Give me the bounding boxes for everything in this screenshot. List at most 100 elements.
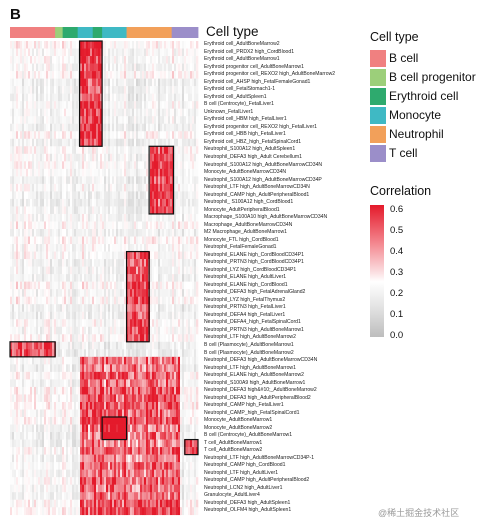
- heatmap-cell: [170, 326, 173, 335]
- heatmap-cell: [60, 394, 63, 403]
- heatmap-cell: [20, 71, 23, 79]
- heatmap-cell: [146, 168, 149, 177]
- heatmap-cell: [140, 289, 143, 297]
- heatmap-cell: [76, 236, 79, 245]
- heatmap-cell: [22, 108, 25, 117]
- heatmap-cell: [110, 326, 113, 335]
- heatmap-cell: [120, 371, 123, 380]
- heatmap-cell: [162, 56, 165, 64]
- heatmap-cell: [196, 191, 199, 200]
- heatmap-cell: [10, 266, 13, 275]
- heatmap-cell: [84, 213, 87, 222]
- heatmap-cell: [48, 379, 51, 388]
- heatmap-cell: [58, 319, 61, 328]
- heatmap-cell: [194, 266, 197, 275]
- heatmap-cell: [76, 289, 79, 297]
- heatmap-cell: [156, 311, 159, 320]
- heatmap-cell: [120, 41, 123, 49]
- heatmap-cell: [58, 56, 61, 64]
- heatmap-cell: [132, 161, 135, 170]
- heatmap-cell: [98, 334, 101, 343]
- heatmap-cell: [62, 93, 65, 102]
- heatmap-cell: [170, 123, 173, 132]
- heatmap-cell: [100, 259, 103, 267]
- heatmap-cell: [88, 244, 91, 252]
- heatmap-cell: [44, 244, 47, 252]
- heatmap-cell: [182, 146, 185, 155]
- heatmap-cell: [60, 296, 63, 305]
- heatmap-cell: [120, 153, 123, 162]
- heatmap-cell: [44, 364, 47, 373]
- heatmap-cell: [72, 71, 75, 79]
- heatmap-cell: [126, 116, 129, 125]
- heatmap-cell: [98, 394, 101, 403]
- heatmap-cell: [80, 48, 83, 57]
- heatmap-cell: [130, 168, 133, 177]
- heatmap-cell: [12, 131, 15, 140]
- heatmap-cell: [196, 417, 199, 425]
- heatmap-cell: [74, 341, 77, 350]
- heatmap-cell: [144, 334, 147, 343]
- heatmap-cell: [196, 161, 199, 170]
- heatmap-cell: [20, 417, 23, 425]
- heatmap-cell: [138, 78, 141, 87]
- heatmap-cell: [90, 108, 93, 117]
- heatmap-cell: [124, 138, 127, 147]
- heatmap-cell: [102, 326, 105, 335]
- heatmap-cell: [90, 371, 93, 380]
- heatmap-cell: [124, 432, 127, 440]
- heatmap-cell: [166, 266, 169, 275]
- heatmap-cell: [72, 86, 75, 94]
- heatmap-cell: [42, 281, 45, 290]
- heatmap-cell: [128, 131, 131, 140]
- heatmap-cell: [34, 48, 37, 57]
- heatmap-cell: [164, 206, 167, 215]
- heatmap-cell: [126, 221, 129, 230]
- heatmap-cell: [28, 71, 31, 79]
- heatmap-cell: [146, 161, 149, 170]
- heatmap-cell: [60, 191, 63, 200]
- heatmap-cell: [138, 251, 141, 260]
- heatmap-cell: [140, 63, 143, 72]
- heatmap-cell: [56, 417, 59, 425]
- heatmap-cell: [54, 424, 57, 433]
- heatmap-cell: [114, 229, 117, 237]
- heatmap-cell: [190, 123, 193, 132]
- heatmap-cell: [32, 63, 35, 72]
- heatmap-cell: [18, 183, 21, 192]
- heatmap-cell: [128, 259, 131, 267]
- heatmap-cell: [166, 153, 169, 162]
- heatmap-cell: [130, 86, 133, 94]
- heatmap-cell: [44, 138, 47, 147]
- heatmap-cell: [132, 191, 135, 200]
- heatmap-cell: [110, 123, 113, 132]
- heatmap-cell: [144, 116, 147, 125]
- heatmap-cell: [56, 78, 59, 87]
- heatmap-cell: [88, 386, 91, 395]
- heatmap-cell: [102, 304, 105, 313]
- heatmap-cell: [170, 138, 173, 147]
- heatmap-cell: [160, 206, 163, 215]
- heatmap-cell: [34, 334, 37, 343]
- heatmap-cell: [176, 356, 179, 365]
- heatmap-cell: [176, 191, 179, 200]
- heatmap-cell: [178, 334, 181, 343]
- heatmap-cell: [90, 71, 93, 79]
- heatmap-cell: [62, 71, 65, 79]
- heatmap-cell: [110, 168, 113, 177]
- heatmap-cell: [84, 251, 87, 260]
- heatmap-cell: [74, 244, 77, 252]
- heatmap-cell: [98, 108, 101, 117]
- heatmap-cell: [138, 41, 141, 49]
- heatmap-cell: [18, 259, 21, 267]
- heatmap-cell: [192, 206, 195, 215]
- heatmap-cell: [76, 93, 79, 102]
- heatmap-cell: [16, 138, 19, 147]
- heatmap-cell: [166, 356, 169, 365]
- heatmap-cell: [196, 176, 199, 185]
- heatmap-cell: [124, 364, 127, 373]
- heatmap-cell: [108, 379, 111, 388]
- heatmap-cell: [82, 131, 85, 140]
- heatmap-cell: [68, 432, 71, 440]
- heatmap-cell: [146, 319, 149, 328]
